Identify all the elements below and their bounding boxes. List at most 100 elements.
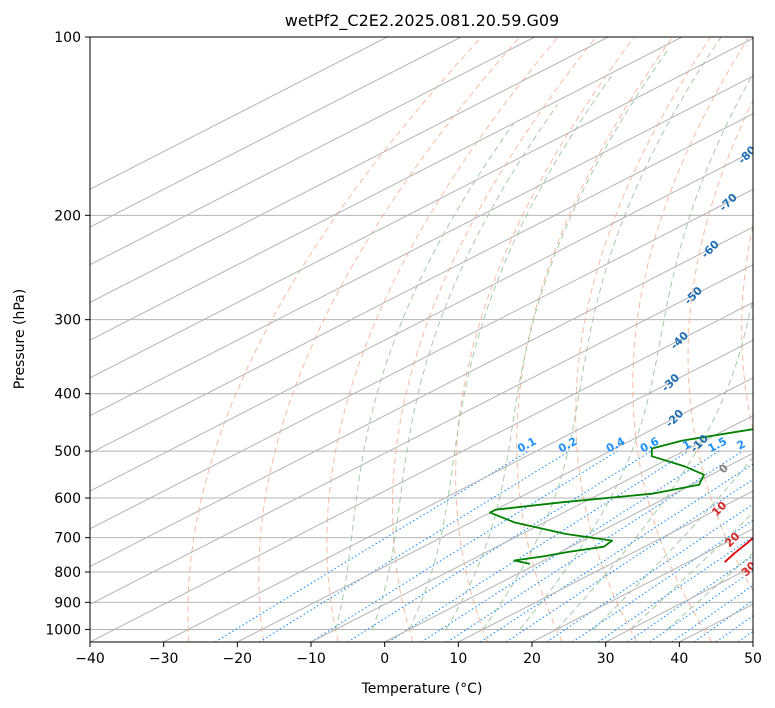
x-tick-label: −30: [149, 651, 179, 667]
mixing-ratio-line: [505, 478, 753, 642]
isotherm-line: [90, 37, 683, 341]
moist-adiabat: [666, 552, 753, 630]
y-tick-label: 1000: [45, 622, 81, 638]
isotherm-label: -50: [682, 284, 705, 307]
isotherm-line: [458, 490, 753, 642]
x-tick-label: 40: [670, 651, 688, 667]
isotherm-label: 40: [758, 587, 775, 607]
isotherm-line: [237, 377, 753, 642]
x-tick-label: 10: [449, 651, 467, 667]
isotherm-label: -20: [663, 407, 686, 430]
isotherm-line: [90, 113, 753, 454]
pressure-gridlines: [90, 37, 753, 630]
x-tick-label: 20: [523, 651, 541, 667]
y-tick-label: 600: [54, 491, 81, 507]
plot-frame: [89, 36, 754, 643]
isotherm-label: 20: [722, 530, 742, 550]
chart-title: wetPf2_C2E2.2025.081.20.59.G09: [285, 11, 559, 31]
dry-adiabat: [392, 37, 597, 642]
isotherm-line: [163, 339, 753, 642]
isotherm-line: [90, 226, 753, 568]
mixing-ratio-line: [715, 615, 753, 642]
mixing-ratio-label: 0.6: [638, 435, 662, 456]
moist-adiabat: [335, 123, 515, 630]
dry-adiabat: [326, 37, 559, 642]
mixing-ratio-label: 0.4: [604, 435, 628, 456]
mixing-ratio-line: [214, 450, 529, 642]
y-tick-label: 400: [54, 387, 81, 403]
y-axis-ticks: 100 200 300 400 500 600 700 800 900 1000: [45, 30, 90, 638]
dry-adiabat: [741, 222, 753, 432]
mixing-ratio-label: 2: [735, 437, 748, 452]
isotherm-label: 30: [739, 559, 759, 579]
isotherms: [90, 37, 753, 642]
dry-adiabat: [516, 37, 673, 642]
dry-adiabat: [455, 37, 635, 642]
y-tick-label: 800: [54, 565, 81, 581]
mixing-ratio-line: [627, 555, 753, 642]
x-tick-label: 0: [380, 651, 389, 667]
y-tick-label: 200: [54, 208, 81, 224]
moist-adiabat: [629, 512, 753, 630]
isotherm-label: -100: [768, 47, 775, 76]
y-axis-label: Pressure (hPa): [12, 289, 28, 389]
moist-adiabat: [592, 456, 753, 630]
isotherm-line: [90, 37, 388, 190]
isotherm-label: -30: [659, 371, 682, 394]
y-tick-label: 300: [54, 313, 81, 329]
x-axis-label: Temperature (°C): [361, 681, 483, 697]
mixing-ratio-line: [671, 584, 753, 642]
isotherm-line: [90, 37, 535, 266]
mixing-ratio-line: [649, 569, 753, 642]
moist-adiabat: [408, 72, 615, 630]
isotherm-line: [90, 150, 753, 492]
moist-adiabat: [519, 73, 753, 630]
y-tick-label: 700: [54, 531, 81, 547]
isotherm-line: [531, 528, 753, 642]
y-tick-label: 100: [54, 30, 81, 46]
isotherm-line: [310, 415, 753, 642]
isotherm-line: [90, 75, 753, 417]
y-tick-label: 500: [54, 444, 81, 460]
dry-adiabat: [575, 37, 711, 642]
mixing-ratio-line: [546, 503, 753, 642]
isotherm-line: [605, 565, 753, 642]
mixing-ratio-lines: [214, 450, 753, 642]
isotherm-line: [384, 452, 753, 642]
dry-adiabat: [187, 37, 482, 642]
mixing-ratio-label: 3: [765, 437, 775, 452]
mixing-ratio-line: [347, 450, 652, 642]
x-axis-ticks: −40 −30 −20 −10 0 10 20 30 40 50: [75, 642, 762, 667]
moist-adiabat: [371, 104, 559, 630]
moist-adiabat: [556, 296, 753, 630]
moist-adiabat: [445, 49, 669, 630]
isotherm-label: -80: [736, 143, 759, 166]
x-tick-label: −10: [296, 651, 326, 667]
isotherm-label: 10: [709, 499, 729, 519]
x-tick-label: 30: [597, 651, 615, 667]
mixing-ratio-line: [597, 536, 753, 642]
mixing-ratio-line: [388, 450, 689, 642]
y-tick-label: 900: [54, 595, 81, 611]
mixing-ratio-line: [259, 450, 570, 642]
isotherm-line: [90, 301, 753, 642]
isotherm-line: [752, 641, 753, 642]
moist-adiabats: [335, 37, 753, 630]
x-tick-label: −40: [75, 651, 105, 667]
isotherm-line: [679, 603, 753, 642]
isotherm-line: [90, 37, 462, 228]
isotherm-line: [90, 37, 609, 304]
x-tick-label: 50: [744, 651, 762, 667]
mixing-ratio-line: [446, 450, 743, 642]
isotherm-label: -10: [688, 432, 711, 455]
profile-series: [489, 428, 753, 565]
isotherm-line: [90, 37, 753, 379]
isotherm-label: -90: [756, 95, 775, 118]
isotherm-label: -70: [717, 191, 740, 214]
mixing-ratio-line: [693, 599, 753, 642]
x-tick-label: −20: [223, 651, 253, 667]
isotherm-line: [90, 188, 753, 530]
dewpoint-profile: [489, 428, 753, 565]
isotherm-line: [90, 264, 753, 605]
